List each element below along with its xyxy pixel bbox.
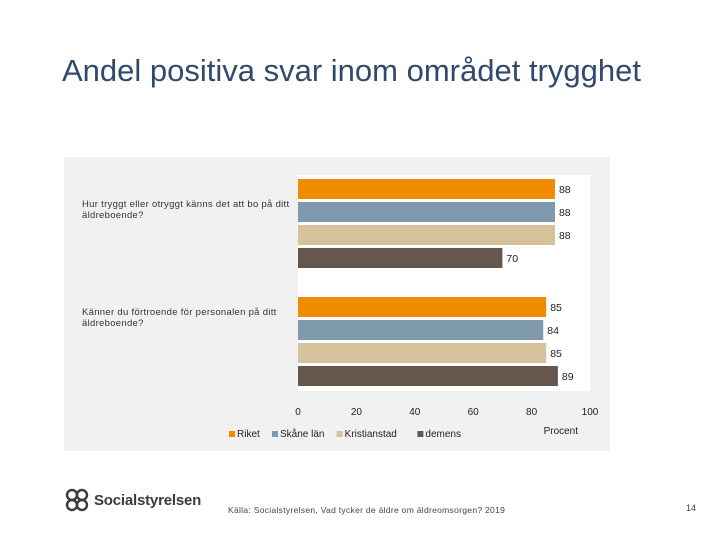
logo-text: Socialstyrelsen	[94, 491, 202, 509]
x-tick-label-40: 40	[409, 407, 421, 418]
legend-label-skåne-län: Skåne län	[280, 428, 324, 440]
x-tick-label-80: 80	[526, 407, 538, 418]
bar-riket-1	[298, 297, 547, 317]
legend-swatch-skåne-län	[272, 431, 278, 437]
category-label-trygghet: Hur tryggt eller otryggt känns det att b…	[82, 199, 290, 221]
x-tick-label-60: 60	[468, 407, 480, 418]
data-label-demens-1: 89	[562, 371, 574, 383]
category-label-fortroende: Känner du förtroende för personalen på d…	[82, 307, 277, 329]
legend-label-riket: Riket	[237, 429, 260, 440]
data-label-kristianstad-0: 88	[559, 230, 571, 242]
x-tick-label-100: 100	[582, 407, 599, 418]
bar-demens-0	[298, 248, 503, 268]
source-note: Källa: Socialstyrelsen, Vad tycker de äl…	[228, 505, 506, 515]
data-label-demens-0: 70	[506, 253, 518, 265]
logo-mark-icon	[65, 488, 89, 512]
data-label-skåne-län-0: 88	[559, 207, 571, 219]
x-tick-label-0: 0	[295, 407, 301, 418]
legend-swatch-demens	[417, 431, 424, 437]
x-axis-label: Procent	[544, 426, 579, 437]
bar-kristianstad-0	[298, 225, 555, 245]
legend-label-kristianstad: Kristianstad	[345, 429, 397, 440]
bar-skåne-län-1	[298, 320, 544, 340]
data-label-kristianstad-1: 85	[550, 348, 562, 360]
x-tick-label-20: 20	[351, 407, 363, 418]
bar-demens-1	[298, 366, 558, 386]
legend-swatch-kristianstad	[336, 431, 343, 437]
data-label-skåne-län-1: 84	[547, 325, 559, 337]
data-label-riket-1: 85	[550, 302, 562, 314]
bar-riket-0	[298, 179, 555, 199]
bar-kristianstad-1	[298, 343, 547, 363]
bar-skåne-län-0	[298, 202, 555, 222]
slide-title: Andel positiva svar inom området trygghe…	[62, 53, 641, 88]
socialstyrelsen-logo: Socialstyrelsen	[64, 488, 201, 512]
legend-swatch-riket	[229, 431, 235, 437]
page-number: 14	[686, 503, 697, 513]
data-label-riket-0: 88	[559, 184, 571, 196]
chart-panel: 88 88 88 70 85 84 85 89 0 20 40 60 80 100 Procent Riket…	[64, 157, 610, 451]
legend-label-demens: demens	[425, 429, 461, 440]
